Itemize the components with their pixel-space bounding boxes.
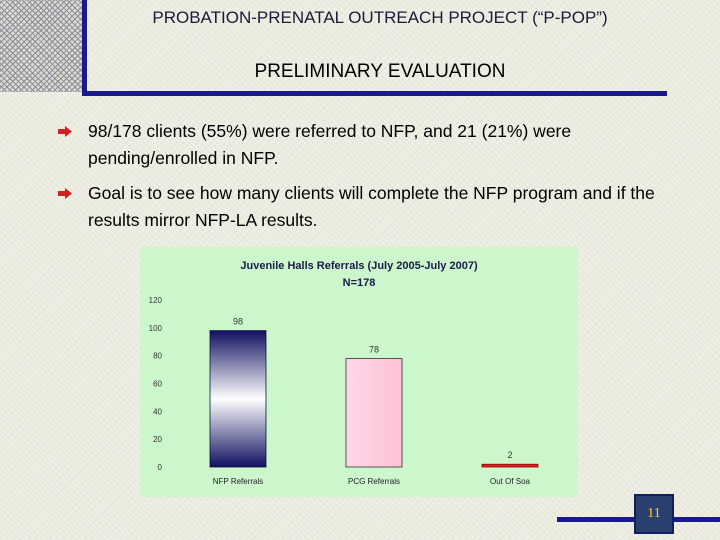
y-tick-label: 0 xyxy=(158,463,163,472)
chart-bar xyxy=(209,330,267,468)
y-tick-label: 40 xyxy=(153,407,162,416)
arrow-right-icon xyxy=(58,126,72,137)
slide-title: PROBATION-PRENATAL OUTREACH PROJECT (“P-… xyxy=(152,8,608,27)
bullet-text: Goal is to see how many clients will com… xyxy=(88,183,655,230)
y-tick-label: 80 xyxy=(153,352,162,361)
accent-bar-vertical xyxy=(82,0,87,95)
corner-hatch-decoration xyxy=(0,0,82,92)
page-number-badge: 11 xyxy=(634,494,674,534)
data-label: 98 xyxy=(233,317,243,327)
slide-subtitle: PRELIMINARY EVALUATION xyxy=(254,61,506,82)
chart-bar xyxy=(481,463,539,468)
y-tick-label: 120 xyxy=(149,296,163,305)
bullet-text: 98/178 clients (55%) were referred to NF… xyxy=(88,121,572,168)
y-tick-label: 100 xyxy=(149,324,163,333)
arrow-right-icon xyxy=(58,188,72,199)
x-tick-label: PCG Referrals xyxy=(348,477,400,486)
data-label: 2 xyxy=(507,450,512,460)
chart-container: Juvenile Halls Referrals (July 2005-July… xyxy=(140,247,578,497)
bar-chart: Juvenile Halls Referrals (July 2005-July… xyxy=(149,260,539,486)
bullet-item-1: 98/178 clients (55%) were referred to NF… xyxy=(58,118,678,172)
accent-bar-horizontal xyxy=(82,91,667,96)
x-tick-label: NFP Referrals xyxy=(213,477,264,486)
y-tick-label: 20 xyxy=(153,435,162,444)
chart-title: Juvenile Halls Referrals (July 2005-July… xyxy=(240,260,478,272)
page-number: 11 xyxy=(647,506,661,521)
chart-subtitle: N=178 xyxy=(343,277,376,289)
x-tick-label: Out Of Soa xyxy=(490,477,531,486)
data-label: 78 xyxy=(369,344,379,354)
y-tick-label: 60 xyxy=(153,380,162,389)
chart-bar xyxy=(345,358,403,468)
bullet-item-2: Goal is to see how many clients will com… xyxy=(58,180,678,234)
